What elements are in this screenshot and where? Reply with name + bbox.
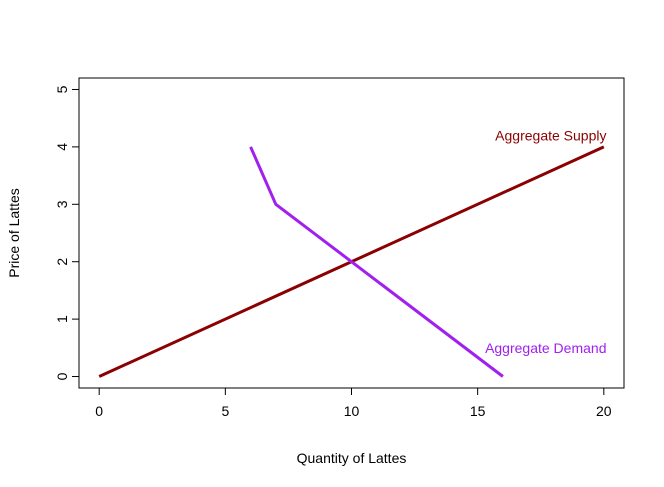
y-tick-label: 1	[54, 315, 70, 323]
y-tick-label: 2	[54, 258, 70, 266]
y-tick-label: 3	[54, 200, 70, 208]
y-tick-label: 4	[54, 143, 70, 151]
y-axis: 0 1 2 3 4 5	[54, 85, 80, 380]
aggregate-demand-line	[249, 146, 504, 378]
y-ticks: 0 1 2 3 4 5	[54, 85, 79, 380]
series-lines	[98, 145, 605, 378]
y-axis-title: Price of Lattes	[6, 188, 22, 278]
annotations: Aggregate Supply Aggregate Demand	[485, 127, 606, 355]
x-tick-label: 15	[470, 403, 486, 419]
y-tick-label: 0	[54, 372, 70, 380]
y-tick-label: 5	[54, 85, 70, 93]
aggregate-supply-label: Aggregate Supply	[495, 127, 606, 143]
x-ticks: 0 5 10 15 20	[95, 388, 612, 419]
x-axis-title: Quantity of Lattes	[297, 450, 407, 466]
x-axis: 0 5 10 15 20	[95, 387, 612, 419]
x-tick-label: 10	[344, 403, 360, 419]
aggregate-demand-label: Aggregate Demand	[485, 340, 606, 356]
x-tick-label: 20	[596, 403, 612, 419]
x-tick-label: 5	[221, 403, 229, 419]
x-tick-label: 0	[95, 403, 103, 419]
